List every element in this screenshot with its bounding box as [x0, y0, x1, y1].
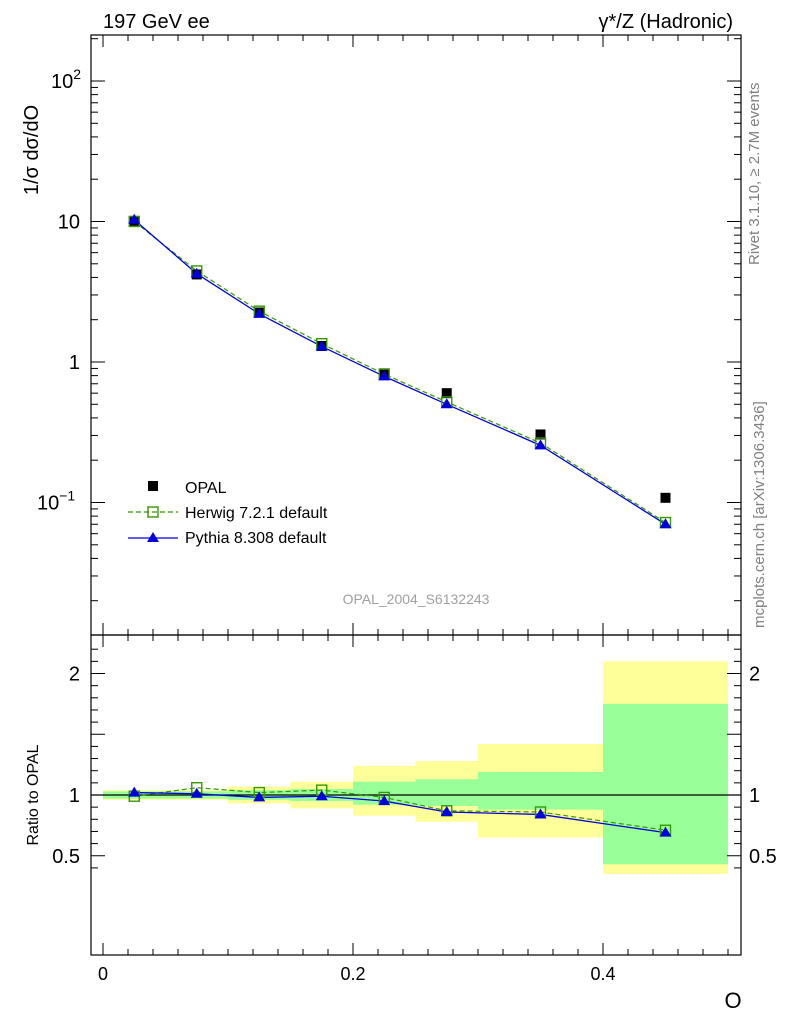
x-axis-label: O [724, 988, 741, 1013]
pythia-point [659, 518, 672, 529]
right-title: γ*/Z (Hadronic) [599, 11, 733, 33]
left-title: 197 GeV ee [103, 11, 210, 33]
opal-point [535, 429, 546, 440]
ratio-pythia-point [659, 826, 672, 837]
legend-label-herwig: Herwig 7.2.1 default [185, 505, 328, 522]
pythia-point [315, 340, 328, 351]
mcplots-label: mcplots.cern.ch [arXiv:1306.3436] [751, 401, 768, 628]
ratio-pythia-point [253, 791, 266, 802]
legend: OPAL Herwig 7.2.1 default Pythia 8.308 d… [128, 480, 328, 547]
ratio-herwig-line [134, 787, 666, 831]
ratio-y-tick-label-left: 1 [69, 785, 80, 807]
pythia-point [128, 213, 141, 224]
x-tick-label: 0.4 [590, 964, 615, 984]
legend-marker-herwig [147, 506, 159, 518]
ratio-pythia-point [378, 795, 391, 806]
ratio-y-tick-label-right: 0.5 [749, 846, 777, 868]
legend-marker-opal [148, 481, 158, 491]
y-tick-label: 10−1 [37, 488, 75, 515]
pythia-point [534, 439, 547, 450]
ratio-pythia-point [440, 806, 453, 817]
pythia-point [190, 267, 203, 278]
band-inner-6 [478, 771, 603, 810]
herwig-line [133, 221, 666, 524]
ratio-y-tick-label-left: 0.5 [52, 846, 80, 868]
opal-point [441, 388, 452, 399]
rivet-label: Rivet 3.1.10, ≥ 2.7M events [746, 83, 763, 266]
ratio-y-tick-label-right: 2 [749, 664, 760, 686]
main-y-axis-label: 1/σ dσ/dO [21, 105, 43, 195]
band-inner-5 [415, 779, 478, 806]
pythia-point [253, 307, 266, 318]
x-tick-label: 0.2 [340, 964, 365, 984]
ratio-pythia-point [534, 808, 547, 819]
band-inner-4 [353, 781, 416, 805]
legend-marker-pythia [147, 532, 159, 542]
ratio-y-tick-label-left: 2 [69, 664, 80, 686]
pythia-line [133, 219, 666, 525]
x-tick-label: 0 [98, 964, 108, 984]
ratio-series [128, 782, 672, 837]
ratio-pythia-line [134, 791, 666, 834]
legend-label-opal: OPAL [185, 480, 227, 497]
y-tick-label: 10 [58, 212, 80, 234]
legend-label-pythia: Pythia 8.308 default [185, 530, 327, 547]
ratio-panel-axes: 0 0.2 0.4 0.5 0.5 1 1 2 2 [52, 634, 777, 984]
ratio-y-axis-label: Ratio to OPAL [25, 744, 42, 845]
pythia-point [440, 398, 453, 409]
opal-point [660, 492, 671, 503]
y-tick-label: 1 [69, 352, 80, 374]
main-series [128, 213, 672, 529]
ratio-uncertainty-bands [103, 661, 728, 874]
ratio-pythia-point [190, 787, 203, 798]
pythia-point [378, 370, 391, 381]
y-tick-label: 102 [51, 66, 81, 93]
ratio-pythia-point [315, 790, 328, 801]
band-inner-7 [603, 703, 728, 865]
ratio-pythia-point [128, 786, 141, 797]
main-panel-axes: 10−1 1 10 102 [37, 34, 742, 636]
ratio-y-tick-label-right: 1 [749, 785, 760, 807]
analysis-watermark: OPAL_2004_S6132243 [343, 591, 490, 607]
